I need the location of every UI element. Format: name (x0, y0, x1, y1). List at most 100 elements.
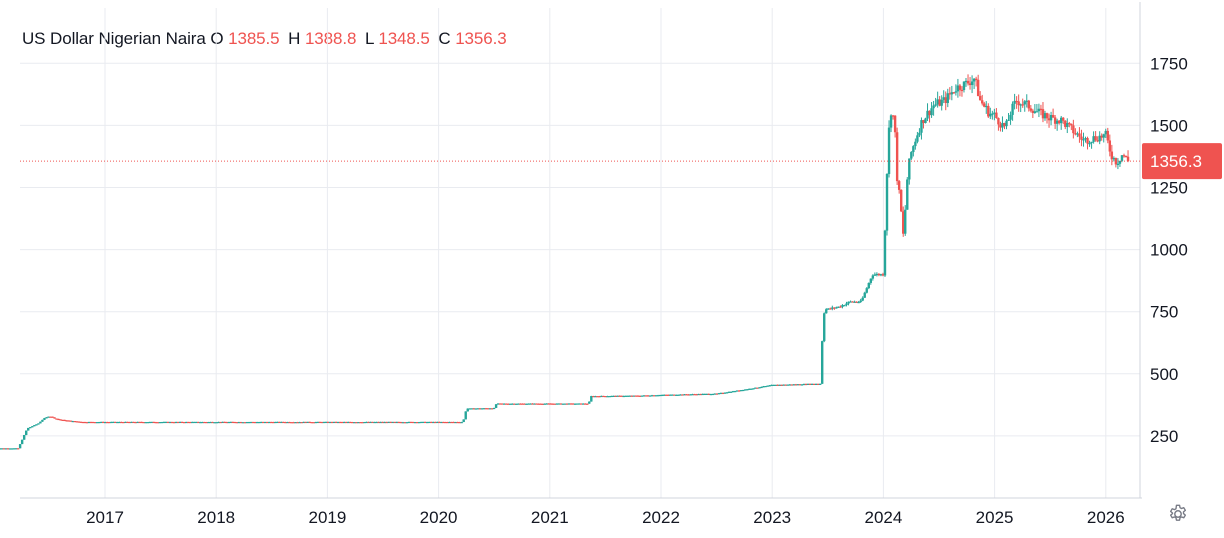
candle-body (138, 421, 141, 424)
candle-body (575, 403, 579, 405)
candle-body (39, 421, 42, 424)
candle-body (310, 422, 313, 424)
candle-body (879, 274, 883, 276)
candle-body (606, 396, 609, 398)
candle-body (515, 403, 518, 405)
candle-body (286, 421, 289, 424)
candle-body (312, 422, 316, 424)
candle-body (359, 422, 362, 424)
candle-body (158, 422, 162, 424)
candle-body (261, 421, 265, 424)
candle-body (270, 421, 273, 424)
candle-body (211, 421, 214, 424)
candle-body (1005, 120, 1008, 127)
candle-body (1068, 123, 1071, 125)
candle-body (25, 430, 28, 436)
candle-body (507, 403, 510, 405)
candle-body (584, 403, 587, 405)
candle-body (106, 421, 109, 424)
candle-body (1029, 108, 1033, 111)
candle-body (205, 422, 208, 424)
candle-body (484, 408, 488, 410)
candle-body (782, 384, 785, 386)
candle-body (713, 393, 717, 395)
candle-body (383, 421, 386, 424)
candle-body (889, 115, 893, 128)
candle-body (430, 421, 433, 424)
candle-body (780, 384, 783, 386)
candle-body (466, 408, 469, 412)
candle-body (1096, 140, 1099, 142)
candle-body (543, 403, 546, 405)
candle-body (555, 403, 559, 405)
candle-body (243, 422, 247, 424)
candle-body (849, 301, 852, 303)
candle-body (1078, 133, 1081, 137)
candle-body (719, 392, 723, 395)
candle-body (766, 385, 769, 387)
candle-body (393, 421, 397, 424)
legend-close-label: C (438, 29, 451, 48)
candle-body (302, 421, 305, 424)
candle-body (571, 403, 575, 405)
candle-body (178, 421, 182, 424)
last-price-badge (1142, 143, 1222, 180)
candle-body (1090, 141, 1093, 144)
candle-body (744, 389, 747, 391)
candle-body (160, 421, 164, 424)
candle-body (436, 421, 439, 424)
candle-body (324, 421, 328, 424)
candle-body (703, 393, 706, 396)
candle-body (201, 421, 204, 424)
candle-body (679, 394, 682, 396)
candle-body (347, 421, 350, 424)
gear-icon[interactable] (1167, 503, 1189, 525)
candle-body (790, 384, 794, 386)
candle-body (681, 394, 684, 396)
candle-body (618, 395, 621, 397)
candle-body (140, 421, 143, 424)
candle-body (298, 422, 301, 424)
candle-body (114, 421, 117, 424)
candle-body (116, 421, 119, 424)
candle-body (646, 395, 650, 397)
candle-body (93, 422, 97, 424)
candle-body (695, 394, 698, 396)
candle-body (778, 384, 781, 386)
candle-body (87, 421, 91, 424)
candle-body (1086, 138, 1089, 144)
candle-body (750, 388, 753, 390)
candle-body (336, 421, 340, 424)
candle-body (371, 421, 374, 424)
candle-body (553, 403, 557, 405)
candle-body (1120, 155, 1124, 161)
candle-body (1062, 117, 1065, 121)
candle-body (99, 421, 103, 424)
candle-body (81, 421, 85, 424)
candle-body (940, 99, 943, 106)
candle-body (306, 421, 309, 424)
candle-body (282, 421, 285, 424)
candle-body (142, 422, 145, 424)
candle-body (35, 424, 38, 426)
candle-body (624, 395, 627, 397)
candle-body (1039, 108, 1043, 110)
candle-body (1108, 140, 1112, 152)
candle-body (182, 422, 186, 424)
x-tick-label: 2017 (86, 508, 124, 527)
candle-body (144, 422, 147, 424)
candle-body (338, 421, 342, 424)
chart-grid (20, 8, 1140, 498)
candle-body (41, 419, 44, 422)
candle-body (1076, 133, 1079, 135)
candle-body (403, 422, 407, 424)
candle-body (739, 390, 743, 392)
candle-body (784, 384, 787, 386)
candle-body (985, 105, 988, 108)
candle-body (1057, 120, 1061, 124)
candle-body (818, 383, 822, 385)
candle-body (193, 421, 196, 424)
candle-body (332, 421, 336, 424)
price-series (0, 74, 1130, 450)
